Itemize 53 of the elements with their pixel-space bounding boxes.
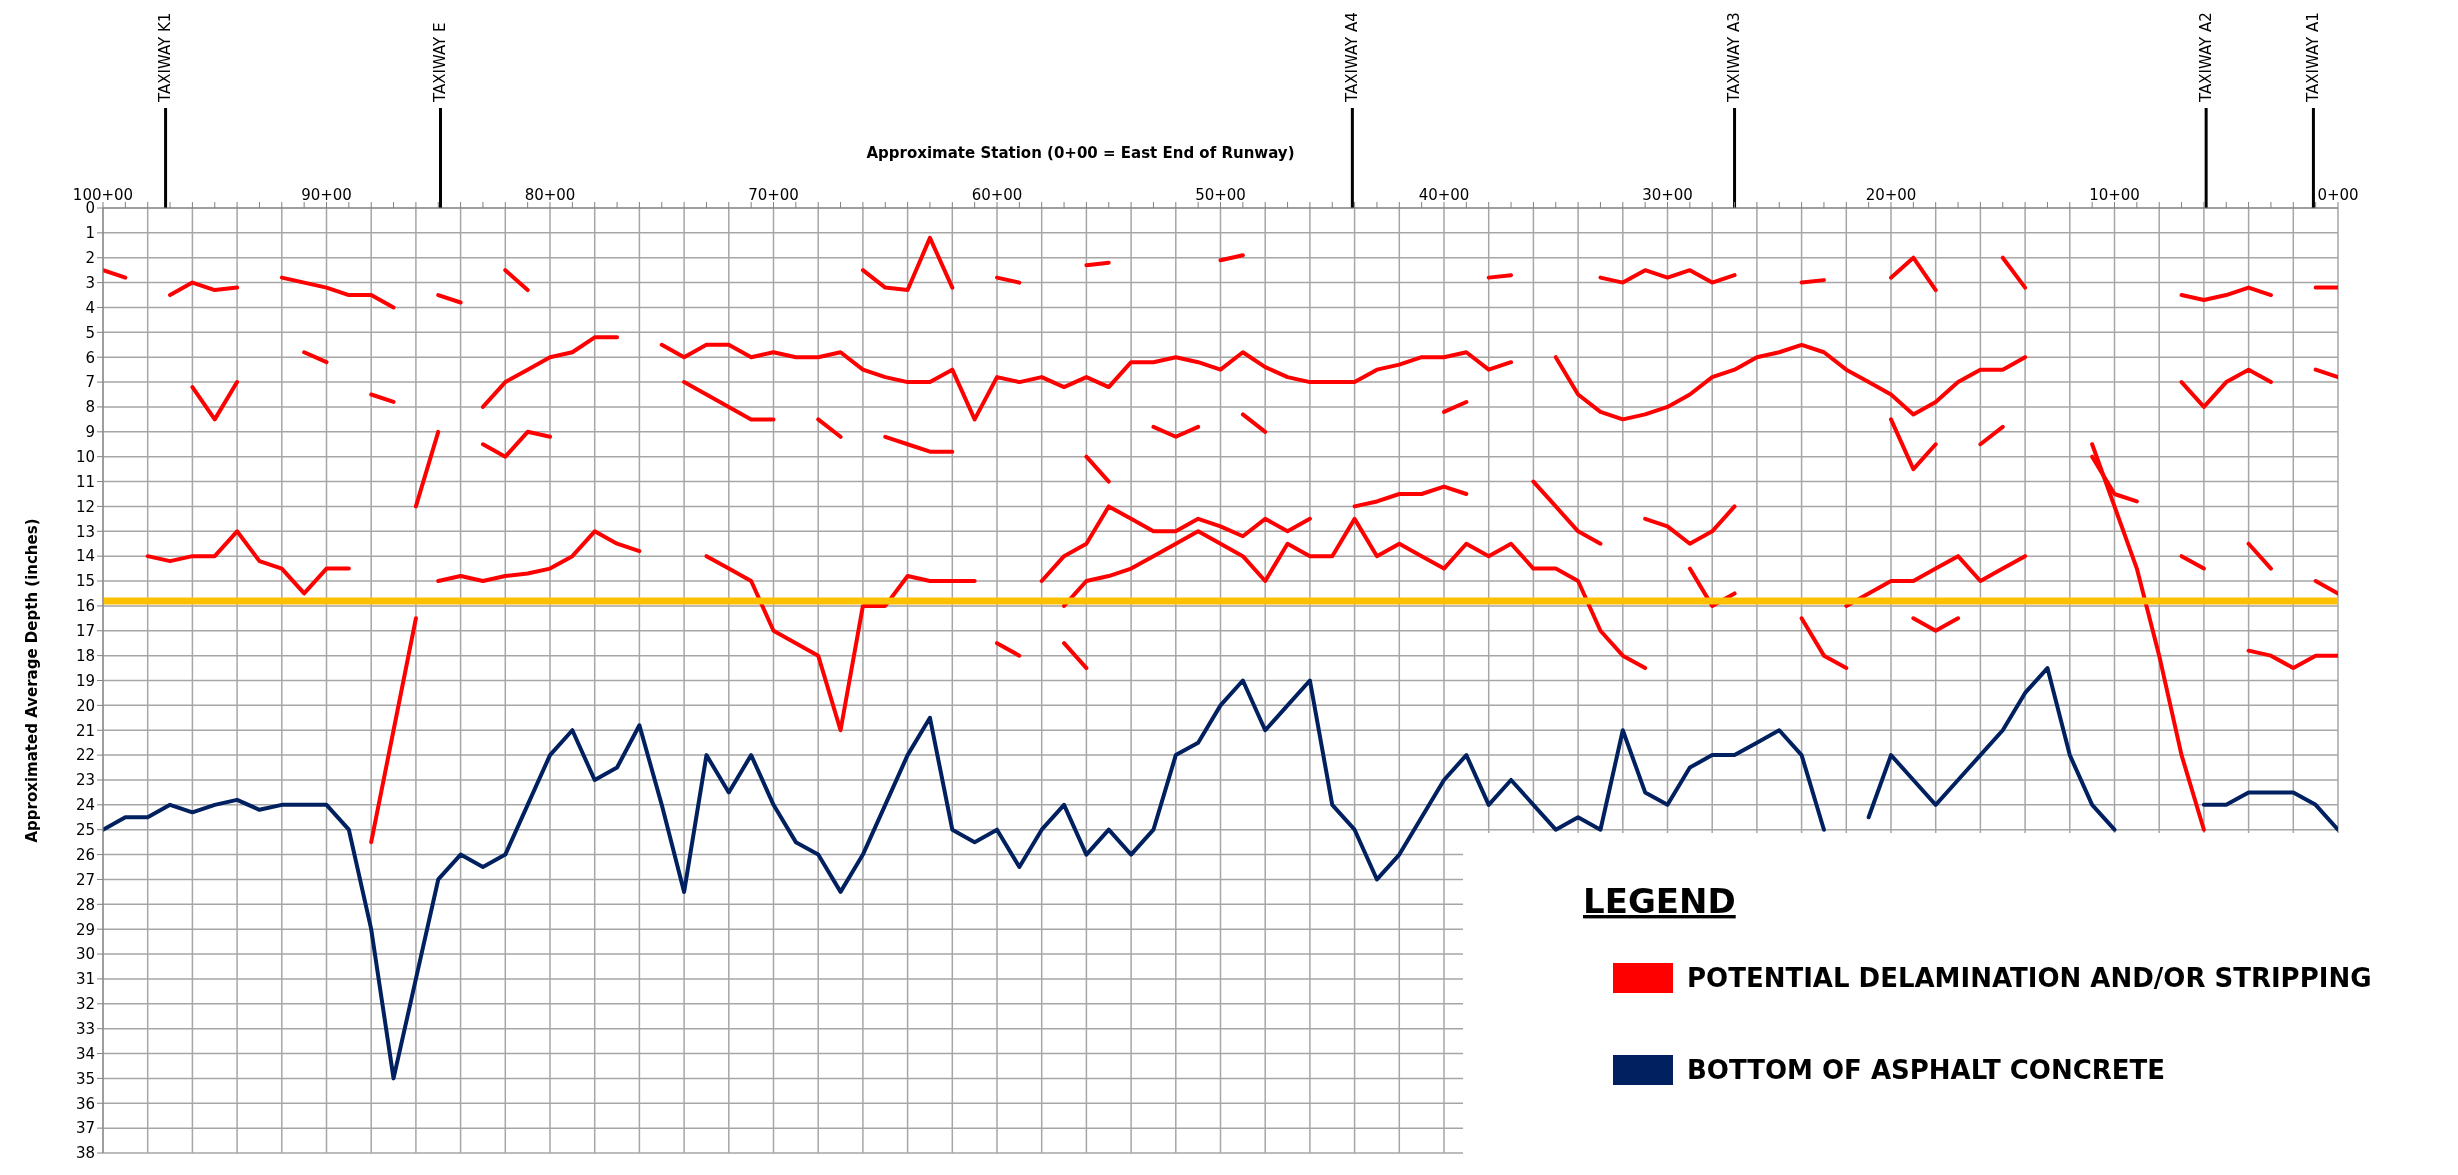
y-tick-label: 12 bbox=[75, 497, 95, 516]
y-tick-label: 3 bbox=[85, 273, 95, 292]
x-tick-label: 30+00 bbox=[1642, 186, 1693, 204]
y-tick-label: 28 bbox=[75, 895, 95, 914]
y-axis-title: Approximated Average Depth (inches) bbox=[23, 518, 42, 843]
x-tick-label: 50+00 bbox=[1195, 186, 1246, 204]
y-tick-label: 23 bbox=[75, 771, 95, 790]
y-tick-label: 8 bbox=[85, 398, 95, 417]
y-tick-label: 20 bbox=[75, 696, 95, 715]
x-tick-label: 90+00 bbox=[301, 186, 352, 204]
x-tick-label: 60+00 bbox=[971, 186, 1023, 204]
legend-title: LEGEND bbox=[1583, 881, 1736, 921]
y-tick-label: 30 bbox=[75, 945, 95, 964]
x-tick-label: 80+00 bbox=[524, 186, 576, 204]
legend-label: BOTTOM OF ASPHALT CONCRETE bbox=[1687, 1054, 2166, 1085]
y-tick-label: 22 bbox=[75, 746, 95, 765]
y-tick-label: 29 bbox=[75, 920, 95, 939]
y-tick-label: 2 bbox=[85, 249, 95, 268]
x-tick-label: 10+00 bbox=[2089, 186, 2140, 204]
y-tick-label: 26 bbox=[75, 845, 95, 864]
y-tick-label: 38 bbox=[75, 1144, 95, 1163]
y-tick-label: 25 bbox=[75, 821, 95, 840]
y-tick-label: 7 bbox=[85, 373, 95, 392]
y-tick-label: 35 bbox=[75, 1069, 95, 1088]
y-tick-label: 21 bbox=[75, 721, 95, 740]
y-tick-label: 19 bbox=[75, 671, 95, 690]
y-tick-label: 11 bbox=[75, 472, 95, 491]
y-tick-label: 0 bbox=[85, 199, 95, 218]
x-tick-label: 70+00 bbox=[748, 186, 799, 204]
y-tick-label: 24 bbox=[75, 796, 95, 815]
y-tick-label: 15 bbox=[75, 572, 95, 591]
y-tick-label: 6 bbox=[85, 348, 95, 367]
y-tick-label: 34 bbox=[75, 1044, 95, 1063]
y-tick-label: 1 bbox=[85, 224, 95, 243]
x-tick-label: 40+00 bbox=[1418, 186, 1470, 204]
y-tick-label: 33 bbox=[75, 1019, 95, 1038]
y-tick-label: 4 bbox=[85, 298, 95, 317]
y-tick-label: 18 bbox=[75, 646, 95, 665]
y-tick-label: 37 bbox=[75, 1119, 95, 1138]
y-tick-label: 10 bbox=[75, 448, 95, 467]
x-axis-title: Approximate Station (0+00 = East End of Runway) bbox=[866, 144, 1295, 162]
x-tick-label: 20+00 bbox=[1865, 186, 1917, 204]
y-tick-label: 13 bbox=[75, 522, 95, 541]
legend-label: POTENTIAL DELAMINATION AND/OR STRIPPING bbox=[1687, 962, 2372, 993]
y-tick-label: 36 bbox=[75, 1094, 95, 1113]
y-tick-label: 17 bbox=[75, 622, 95, 641]
y-tick-label: 5 bbox=[85, 323, 95, 342]
y-tick-label: 16 bbox=[75, 597, 95, 616]
y-tick-label: 31 bbox=[75, 970, 95, 989]
y-tick-label: 32 bbox=[75, 995, 95, 1014]
y-tick-label: 14 bbox=[75, 547, 95, 566]
y-tick-label: 27 bbox=[75, 870, 95, 889]
y-tick-label: 9 bbox=[85, 423, 95, 442]
